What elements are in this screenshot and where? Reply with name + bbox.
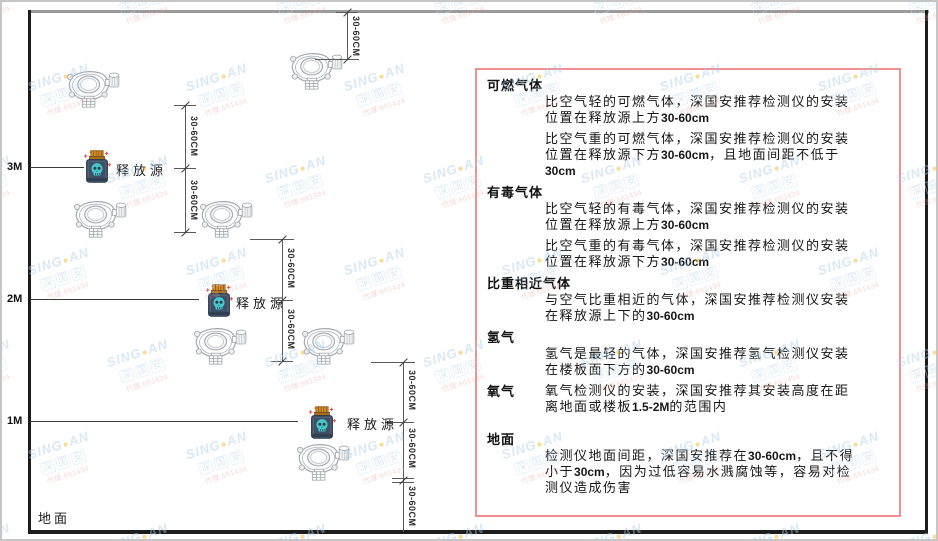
section-paragraph: 氧气检测仪的安装，深国安推荐其安装高度在距离地面或楼板1.5-2M的范围内: [545, 383, 850, 414]
section-body: 与空气比重相近的气体，深国安推荐检测仪安装在释放源上下的30-60cm: [545, 292, 859, 324]
dimension-label: 30-60CM: [286, 248, 296, 289]
height-label-3m: 3M: [7, 161, 23, 173]
section-paragraph: 比空气轻的有毒气体，深国安推荐检测仪的安装位置在释放源上方30-60cm: [545, 201, 850, 232]
section-heading: 比重相近气体: [487, 276, 572, 291]
release-source-label: 释放源: [116, 163, 168, 178]
gas-detector-icon: [287, 48, 343, 90]
gas-detector-icon: [197, 196, 253, 238]
panel-section: 有毒气体 比空气轻的有毒气体，深国安推荐检测仪的安装位置在释放源上方30-60cm…: [487, 184, 885, 270]
section-paragraph: 与空气比重相近的气体，深国安推荐检测仪安装在释放源上下的30-60cm: [545, 292, 850, 323]
release-source-icon: [307, 405, 337, 440]
section-paragraph: 比空气重的可燃气体，深国安推荐检测仪的安装位置在释放源下方30-60cm，且地面…: [545, 131, 850, 178]
release-source-icon: [82, 149, 112, 184]
dimension-label: 30-60CM: [351, 16, 361, 57]
installation-notes-panel: 可燃气体 比空气轻的可燃气体，深国安推荐检测仪的安装位置在释放源上方30-60cm…: [475, 68, 901, 517]
ground-line: [28, 530, 928, 534]
section-paragraph: 比空气重的有毒气体，深国安推荐检测仪的安装位置在释放源下方30-60cm: [545, 238, 850, 269]
gas-detector-icon: [294, 439, 350, 481]
panel-section: 地面检测仪地面间距，深国安推荐在30-60cm，且不得小于30cm，因为过低容易…: [487, 431, 885, 496]
gas-detector-icon: [64, 66, 120, 108]
dimension-label: 30-60CM: [189, 116, 199, 157]
section-heading: 有毒气体: [487, 185, 544, 200]
section-heading: 氧气: [487, 384, 516, 399]
panel-sections: 可燃气体 比空气轻的可燃气体，深国安推荐检测仪的安装位置在释放源上方30-60cm…: [487, 77, 885, 496]
right-wall-line: [925, 10, 928, 534]
dimension-label: 30-60CM: [286, 309, 296, 350]
dimension-label: 30-60CM: [407, 370, 417, 411]
section-heading: 可燃气体: [487, 78, 544, 93]
height-label-2m: 2M: [7, 293, 23, 305]
ground-label: 地面: [38, 511, 71, 526]
ceiling-line: [28, 10, 929, 13]
release-source-label: 释放源: [236, 296, 288, 311]
release-source-icon: [204, 283, 234, 318]
section-heading: 氢气: [487, 330, 516, 345]
dimension-label: 30-60CM: [407, 428, 417, 469]
height-label-1m: 1M: [7, 415, 23, 427]
panel-section: 氢气氢气是最轻的气体，深国安推荐氢气检测仪安装在楼板面下方的30-60cm: [487, 329, 885, 378]
panel-section: 比重相近气体 与空气比重相近的气体，深国安推荐检测仪安装在释放源上下的30-60c…: [487, 275, 885, 324]
section-paragraph: 比空气轻的可燃气体，深国安推荐检测仪的安装位置在释放源上方30-60cm: [545, 94, 850, 125]
gas-detector-icon: [299, 323, 355, 365]
section-body: 氧气检测仪的安装，深国安推荐其安装高度在距离地面或楼板1.5-2M的范围内: [545, 383, 859, 415]
section-body: 比空气轻的有毒气体，深国安推荐检测仪的安装位置在释放源上方30-60cm 比空气重…: [545, 201, 859, 270]
gas-detector-icon: [71, 196, 127, 238]
left-wall-line: [28, 10, 31, 534]
section-paragraph: 氢气是最轻的气体，深国安推荐氢气检测仪安装在楼板面下方的30-60cm: [545, 346, 850, 377]
dimension-label: 30-60CM: [407, 486, 417, 527]
section-body: 检测仪地面间距，深国安推荐在30-60cm，且不得小于30cm，因为过低容易水溅…: [545, 448, 859, 496]
section-paragraph: 检测仪地面间距，深国安推荐在30-60cm，且不得小于30cm，因为过低容易水溅…: [545, 448, 855, 495]
section-body: 比空气轻的可燃气体，深国安推荐检测仪的安装位置在释放源上方30-60cm 比空气重…: [545, 94, 859, 179]
gas-detector-icon: [191, 323, 247, 365]
level-line-3m: [30, 167, 84, 168]
panel-section: 氧气 氧气检测仪的安装，深国安推荐其安装高度在距离地面或楼板1.5-2M的范围内: [487, 383, 885, 415]
release-source-label: 释放源: [347, 417, 399, 432]
section-heading: 地面: [487, 432, 516, 447]
panel-section: 可燃气体 比空气轻的可燃气体，深国安推荐检测仪的安装位置在释放源上方30-60cm…: [487, 77, 885, 179]
section-body: 氢气是最轻的气体，深国安推荐氢气检测仪安装在楼板面下方的30-60cm: [545, 346, 859, 378]
level-line-1m: [30, 421, 298, 422]
dimension-label: 30-60CM: [189, 180, 199, 221]
level-line-2m: [30, 299, 199, 300]
